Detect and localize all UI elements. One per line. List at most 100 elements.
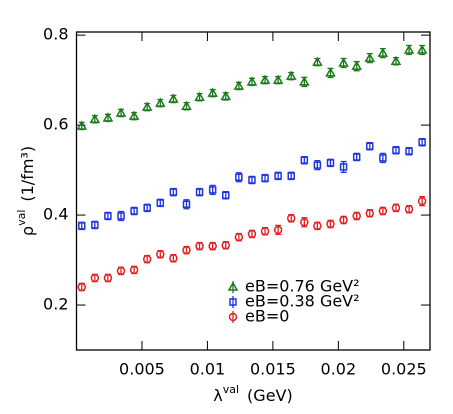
circle-marker: [300, 218, 309, 227]
square-marker: [274, 172, 282, 180]
triangle-marker: [155, 97, 166, 107]
square-marker: [156, 199, 165, 207]
triangle-marker: [390, 55, 402, 65]
circle-marker: [391, 203, 401, 213]
x-tick-label: 0.02: [321, 360, 357, 379]
triangle-marker: [403, 44, 415, 54]
circle-marker: [339, 215, 348, 225]
square-marker: [287, 172, 295, 180]
triangle-marker: [259, 74, 271, 84]
triangle-marker: [194, 91, 205, 101]
circle-marker: [208, 241, 217, 251]
circle-marker: [378, 206, 388, 216]
square-marker: [313, 161, 322, 169]
triangle-marker: [285, 70, 297, 80]
x-tick-label: 0.015: [250, 360, 296, 379]
y-tick-label: 0.4: [43, 205, 68, 224]
circle-marker: [182, 245, 191, 255]
legend-label: eB=0.76 GeV²: [245, 277, 360, 296]
triangle-marker: [351, 60, 362, 70]
circle-marker: [273, 225, 283, 235]
square-marker: [169, 188, 178, 196]
triangle-marker: [181, 100, 192, 110]
circle-marker: [234, 232, 244, 242]
triangle-marker: [364, 52, 376, 62]
circle-marker: [417, 196, 427, 206]
square-marker: [352, 153, 361, 161]
circle-marker: [142, 254, 152, 264]
triangle-marker: [377, 47, 389, 57]
triangle-marker: [233, 80, 245, 90]
circle-marker: [103, 273, 113, 283]
square-marker: [91, 221, 99, 229]
triangle-marker: [312, 56, 323, 66]
square-marker: [339, 163, 348, 171]
x-tick-label: 0.005: [119, 360, 165, 379]
square-marker: [379, 154, 387, 162]
circle-marker: [228, 312, 238, 322]
y-label-unit: (1/fm³): [18, 146, 37, 202]
triangle-marker: [102, 112, 114, 122]
x-label-symbol: λ: [213, 386, 222, 405]
triangle-marker: [168, 93, 179, 103]
y-tick-label: 0.2: [43, 295, 68, 314]
square-marker: [143, 204, 151, 212]
circle-marker: [221, 240, 231, 250]
x-tick-label: 0.025: [381, 360, 427, 379]
triangle-marker: [299, 76, 310, 86]
square-marker: [300, 156, 309, 164]
circle-marker: [404, 204, 414, 214]
square-marker: [104, 212, 112, 220]
circle-marker: [352, 211, 361, 221]
triangle-marker: [246, 76, 258, 86]
legend-label: eB=0: [245, 307, 289, 326]
circle-marker: [247, 229, 257, 239]
circle-marker: [286, 213, 296, 223]
y-tick-label: 0.8: [43, 25, 68, 44]
triangle-marker: [338, 57, 349, 67]
plot-frame: [75, 31, 431, 351]
circle-marker: [365, 209, 375, 218]
square-marker: [222, 191, 230, 200]
square-marker: [392, 146, 400, 155]
triangle-marker: [325, 67, 336, 77]
circle-marker: [129, 265, 139, 275]
y-label-sup: val: [15, 210, 28, 226]
square-marker: [195, 188, 204, 196]
x-tick-label: 0.01: [190, 360, 226, 379]
error-bar: [340, 160, 347, 173]
square-marker: [248, 176, 256, 184]
x-label-unit: (GeV): [247, 386, 293, 405]
square-marker: [366, 142, 374, 150]
square-marker: [229, 298, 237, 306]
circle-marker: [90, 273, 100, 283]
y-axis-label: ρval (1/fm³): [15, 146, 37, 236]
triangle-marker: [115, 107, 127, 117]
triangle-marker: [207, 87, 218, 97]
triangle-marker: [76, 120, 88, 130]
square-marker: [418, 138, 426, 146]
circle-marker: [156, 249, 165, 259]
triangle-marker: [141, 101, 153, 111]
circle-marker: [77, 282, 86, 292]
square-marker: [208, 186, 217, 194]
circle-marker: [195, 241, 204, 251]
y-tick-label: 0.6: [43, 115, 68, 134]
plot-area: [76, 44, 428, 292]
triangle-marker: [220, 90, 232, 101]
triangle-marker: [128, 110, 140, 120]
y-label-symbol: ρ: [18, 226, 37, 236]
square-marker: [405, 147, 413, 155]
circle-marker: [326, 219, 335, 229]
square-marker: [261, 174, 269, 182]
circle-marker: [313, 221, 322, 231]
triangle-marker: [416, 44, 428, 54]
square-marker: [235, 173, 243, 182]
triangle-marker: [227, 281, 239, 291]
square-marker: [130, 207, 138, 215]
square-marker: [117, 212, 125, 220]
square-marker: [326, 159, 335, 167]
x-axis-label: λval (GeV): [213, 383, 292, 405]
circle-marker: [260, 227, 270, 236]
